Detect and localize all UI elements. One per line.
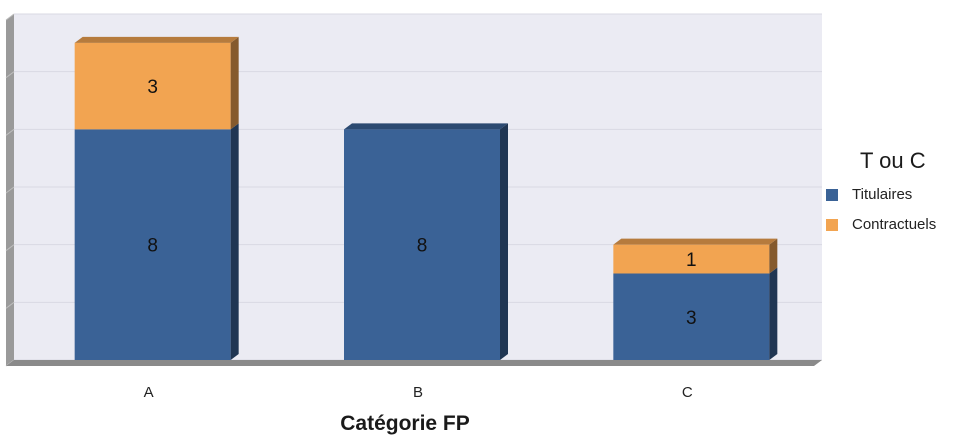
x-tick-label: A — [144, 384, 154, 401]
data-label: 3 — [147, 77, 158, 98]
bar-a-titulaires-side — [231, 123, 239, 360]
legend-item-contractuels: Contractuels — [826, 216, 936, 233]
x-axis-title: Catégorie FP — [0, 412, 810, 436]
bar-c-contractuels-side — [769, 239, 777, 274]
bar-c-titulaires-side — [769, 268, 777, 361]
legend: T ou C Titulaires Contractuels — [826, 148, 936, 246]
data-label: 3 — [686, 308, 697, 329]
legend-title: T ou C — [860, 148, 936, 174]
bar-c-contractuels-top — [613, 239, 777, 245]
data-label: 8 — [147, 236, 158, 257]
plot-floor — [6, 360, 822, 366]
data-label: 8 — [417, 236, 428, 257]
legend-swatch-contractuels — [826, 219, 838, 231]
x-tick-label: C — [682, 384, 693, 401]
data-label: 1 — [686, 250, 697, 271]
bar-b-titulaires-top — [344, 123, 508, 129]
x-tick-label: B — [413, 384, 423, 401]
bar-b-titulaires-side — [500, 123, 508, 360]
legend-label-titulaires: Titulaires — [852, 186, 912, 203]
bar-a-contractuels-top — [75, 37, 239, 43]
bar-a-contractuels-side — [231, 37, 239, 130]
legend-swatch-titulaires — [826, 189, 838, 201]
legend-label-contractuels: Contractuels — [852, 216, 936, 233]
legend-item-titulaires: Titulaires — [826, 186, 936, 203]
